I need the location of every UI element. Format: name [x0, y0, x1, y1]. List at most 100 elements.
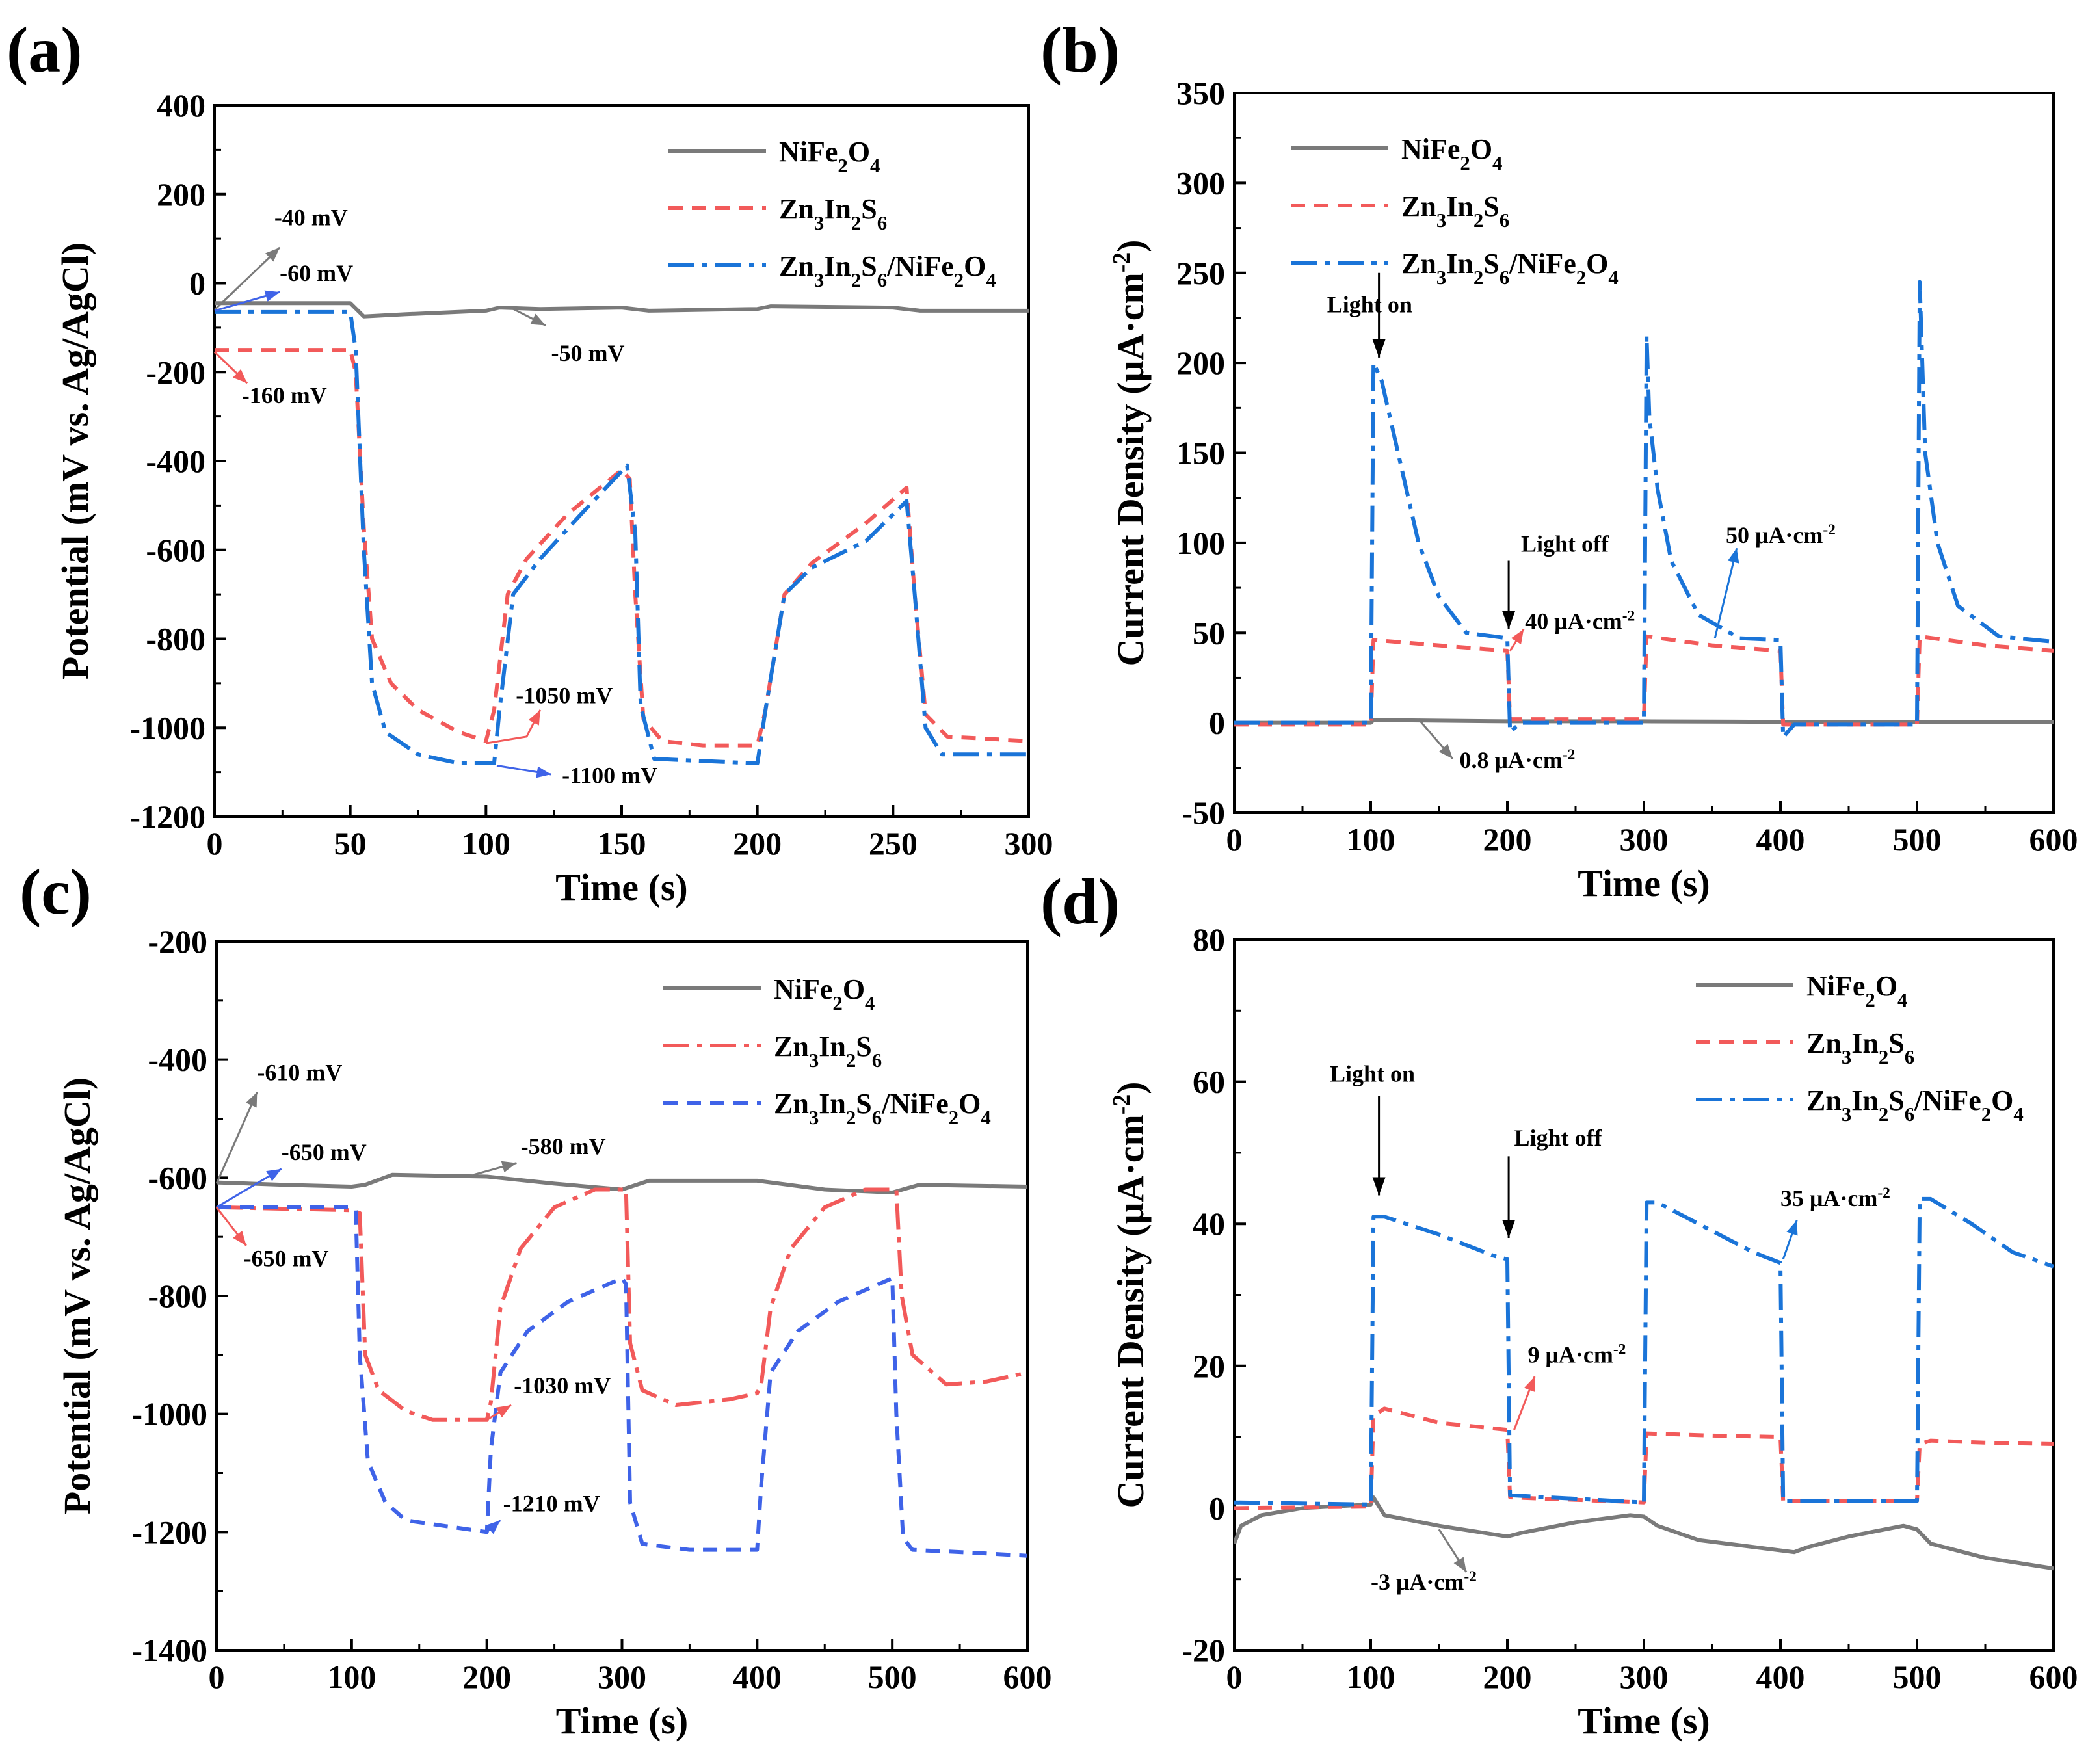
y-tick-label: 200 — [157, 176, 205, 213]
y-tick-label: 250 — [1176, 255, 1225, 291]
y-tick-label: 60 — [1193, 1064, 1225, 1100]
value-annotation: 0.8 μA·cm-2 — [1460, 746, 1576, 773]
y-tick-label: -800 — [146, 621, 205, 657]
value-annotation: -580 mV — [521, 1133, 606, 1159]
arrow-head-icon — [1502, 1220, 1516, 1239]
value-annotation: -1030 mV — [514, 1373, 611, 1399]
value-annotation: -1100 mV — [562, 763, 657, 789]
legend-entry: NiFe2O4 — [1401, 133, 1502, 174]
arrow-head-icon — [1511, 629, 1524, 645]
x-tick-label: 300 — [1620, 821, 1669, 858]
value-annotation: 35 μA·cm-2 — [1780, 1185, 1890, 1211]
x-tick-label: 100 — [1347, 1659, 1395, 1695]
value-annotation: -610 mV — [257, 1059, 342, 1085]
arrow-head-icon — [264, 290, 280, 302]
value-annotation: 40 μA·cm-2 — [1525, 608, 1635, 635]
y-tick-label: 50 — [1193, 614, 1225, 651]
legend-entry: Zn3In2S6/NiFe2O4 — [774, 1088, 991, 1129]
x-tick-label: 400 — [1756, 1659, 1805, 1695]
y-tick-label: -1200 — [129, 798, 205, 835]
arrow-head-icon — [1524, 1376, 1535, 1392]
y-tick-label: -1200 — [131, 1514, 207, 1550]
legend-entry: Zn3In2S6 — [1401, 191, 1509, 231]
x-tick-label: 0 — [209, 1659, 225, 1695]
y-tick-label: -1400 — [131, 1632, 207, 1668]
annotation-arrow — [1713, 547, 1738, 638]
arrow-head-icon — [530, 313, 546, 326]
arrow-head-icon — [266, 1168, 282, 1181]
light-label: Light off — [1521, 531, 1609, 557]
y-tick-label: 0 — [189, 265, 205, 302]
value-annotation: 9 μA·cm-2 — [1528, 1341, 1626, 1367]
y-axis-label: Current Density (μA·cm-2) — [1108, 1082, 1152, 1508]
arrow-head-icon — [1786, 1220, 1798, 1236]
panel-letter: (a) — [7, 14, 83, 86]
series-line-1 — [1234, 1406, 2054, 1510]
value-annotation: -650 mV — [282, 1139, 367, 1165]
y-tick-label: -50 — [1182, 795, 1225, 831]
x-tick-label: 0 — [207, 825, 223, 862]
x-tick-label: 300 — [1620, 1659, 1669, 1695]
y-tick-label: 200 — [1176, 345, 1225, 381]
x-tick-label: 400 — [733, 1659, 782, 1695]
light-label: Light on — [1330, 1061, 1415, 1087]
legend-entry: NiFe2O4 — [779, 136, 880, 177]
panel-letter: (b) — [1040, 14, 1120, 86]
legend-entry: Zn3In2S6/NiFe2O4 — [1401, 248, 1619, 289]
y-tick-label: -200 — [146, 354, 205, 390]
x-axis-label: Time (s) — [556, 1700, 689, 1742]
x-axis-label: Time (s) — [1578, 1700, 1710, 1742]
value-annotation: -160 mV — [242, 382, 327, 408]
series-line-1 — [215, 348, 1029, 748]
arrow-head-icon — [496, 1405, 512, 1418]
legend-entry: Zn3In2S6 — [779, 193, 887, 234]
y-tick-label: 100 — [1176, 525, 1225, 561]
panel-letter: (c) — [20, 856, 92, 928]
y-tick-label: 400 — [157, 87, 205, 124]
x-tick-label: 200 — [1483, 1659, 1532, 1695]
y-tick-label: -800 — [148, 1278, 207, 1314]
legend-entry: Zn3In2S6 — [1806, 1027, 1914, 1068]
arrow-head-icon — [1453, 1557, 1466, 1572]
series-line-0 — [1234, 718, 2054, 725]
x-tick-label: 500 — [1893, 1659, 1942, 1695]
panel-a: (a) 0 50 100 150 200 250 300 -1200 -1000 -800 -600 -… — [7, 14, 1053, 908]
value-annotation: -1050 mV — [516, 683, 613, 709]
y-tick-label: -1000 — [131, 1396, 207, 1432]
y-tick-label: 80 — [1193, 921, 1225, 958]
value-annotation: -50 mV — [551, 340, 624, 366]
x-tick-label: 600 — [1003, 1659, 1052, 1695]
y-tick-label: 300 — [1176, 165, 1225, 201]
x-tick-label: 100 — [1347, 821, 1395, 858]
annotation-arrow — [215, 1091, 258, 1185]
value-annotation: 50 μA·cm-2 — [1726, 521, 1836, 548]
series-line-1 — [217, 1187, 1027, 1422]
legend-entry: NiFe2O4 — [774, 973, 875, 1014]
x-tick-label: 0 — [1226, 1659, 1243, 1695]
arrow-head-icon — [233, 1230, 246, 1246]
x-tick-label: 200 — [462, 1659, 511, 1695]
x-tick-label: 100 — [462, 825, 510, 862]
x-tick-label: 600 — [2029, 1659, 2078, 1695]
legend-entry: Zn3In2S6/NiFe2O4 — [1806, 1085, 2024, 1126]
legend-entry: Zn3In2S6 — [774, 1031, 882, 1072]
arrow-head-icon — [1372, 339, 1386, 358]
y-tick-label: -400 — [148, 1042, 207, 1078]
series-line-2 — [1234, 280, 2054, 739]
x-tick-label: 50 — [334, 825, 367, 862]
value-annotation: -650 mV — [244, 1246, 329, 1272]
x-tick-label: 0 — [1226, 821, 1243, 858]
annotation-arrow — [213, 246, 281, 311]
y-tick-label: -600 — [146, 532, 205, 568]
x-axis-label: Time (s) — [555, 866, 688, 908]
x-tick-label: 300 — [598, 1659, 646, 1695]
y-tick-label: -20 — [1182, 1632, 1225, 1668]
y-tick-label: 350 — [1176, 75, 1225, 111]
y-axis-label: Current Density (μA·cm-2) — [1108, 240, 1152, 666]
y-tick-label: 40 — [1193, 1205, 1225, 1242]
x-tick-label: 150 — [598, 825, 646, 862]
light-label: Light on — [1327, 292, 1412, 318]
arrow-head-icon — [485, 1520, 501, 1534]
